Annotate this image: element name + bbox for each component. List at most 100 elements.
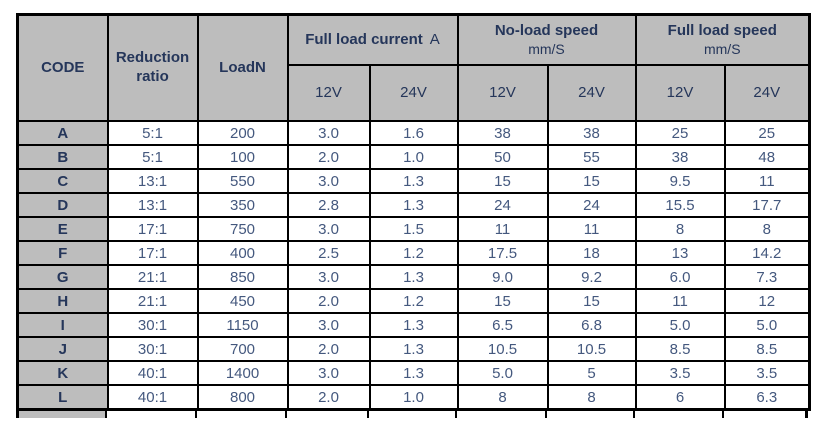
cell-fls-12v: 13 xyxy=(634,240,726,266)
cell-nls-12v: 5.0 xyxy=(456,360,549,386)
cell-load: 1400 xyxy=(196,360,289,386)
group-unit: mm/S xyxy=(703,40,741,57)
cell-flc-24v: 1.6 xyxy=(368,120,459,146)
cell-load: 850 xyxy=(196,264,289,290)
cell-flc-12v: 3.0 xyxy=(286,312,371,338)
cropped-cell xyxy=(724,411,805,418)
cropped-cell xyxy=(287,411,369,418)
cell-nls-24v: 15 xyxy=(546,288,637,314)
cell-code: K xyxy=(16,360,109,386)
cell-nls-24v: 18 xyxy=(546,240,637,266)
table-row: E 17:1 750 3.0 1.5 11 11 8 8 xyxy=(16,216,811,242)
cell-nls-24v: 11 xyxy=(546,216,637,242)
cell-load: 700 xyxy=(196,336,289,362)
group-title: Full load current xyxy=(305,30,423,48)
table-header: CODE Reduction ratio LoadN Full load cur… xyxy=(16,13,811,122)
cell-flc-12v: 3.0 xyxy=(286,264,371,290)
header-load: LoadN xyxy=(196,13,289,122)
table-row: L 40:1 800 2.0 1.0 8 8 6 6.3 xyxy=(16,384,811,411)
cropped-cell xyxy=(635,411,724,418)
cropped-cell xyxy=(19,411,107,418)
cell-flc-12v: 2.0 xyxy=(286,144,371,170)
header-group-full-load-current: Full load current A xyxy=(286,13,459,66)
cell-load: 800 xyxy=(196,384,289,411)
cell-code: B xyxy=(16,144,109,170)
cell-flc-12v: 2.5 xyxy=(286,240,371,266)
cell-code: J xyxy=(16,336,109,362)
cell-code: I xyxy=(16,312,109,338)
spec-table-container: CODE Reduction ratio LoadN Full load cur… xyxy=(16,13,812,418)
cell-reduction-ratio: 30:1 xyxy=(106,312,199,338)
header-row-voltages: 12V 24V 12V 24V 12V 24V xyxy=(18,64,811,122)
cell-code: F xyxy=(16,240,109,266)
cell-reduction-ratio: 17:1 xyxy=(106,216,199,242)
table-row: D 13:1 350 2.8 1.3 24 24 15.5 17.7 xyxy=(16,192,811,218)
cropped-cell xyxy=(369,411,457,418)
cell-nls-24v: 24 xyxy=(546,192,637,218)
cell-fls-24v: 5.0 xyxy=(723,312,811,338)
header-reduction-ratio: Reduction ratio xyxy=(106,13,199,122)
cell-flc-24v: 1.3 xyxy=(368,264,459,290)
cropped-cell xyxy=(107,411,197,418)
cell-load: 350 xyxy=(196,192,289,218)
cell-fls-12v: 11 xyxy=(634,288,726,314)
cell-nls-12v: 15 xyxy=(456,168,549,194)
cell-flc-24v: 1.3 xyxy=(368,192,459,218)
cell-reduction-ratio: 40:1 xyxy=(106,360,199,386)
cell-reduction-ratio: 5:1 xyxy=(106,144,199,170)
cell-load: 100 xyxy=(196,144,289,170)
cell-fls-24v: 14.2 xyxy=(723,240,811,266)
cell-load: 550 xyxy=(196,168,289,194)
cell-nls-12v: 15 xyxy=(456,288,549,314)
cell-fls-24v: 8 xyxy=(723,216,811,242)
cell-fls-24v: 12 xyxy=(723,288,811,314)
table-row: A 5:1 200 3.0 1.6 38 38 25 25 xyxy=(16,120,811,146)
cell-flc-24v: 1.0 xyxy=(368,384,459,411)
cell-fls-12v: 8 xyxy=(634,216,726,242)
cell-fls-24v: 17.7 xyxy=(723,192,811,218)
group-title: No-load speed xyxy=(494,21,599,39)
cell-fls-12v: 5.0 xyxy=(634,312,726,338)
cell-reduction-ratio: 21:1 xyxy=(106,288,199,314)
cell-nls-12v: 10.5 xyxy=(456,336,549,362)
cell-nls-24v: 6.8 xyxy=(546,312,637,338)
cell-flc-24v: 1.3 xyxy=(368,312,459,338)
header-flc-24v: 24V xyxy=(368,64,459,122)
cell-fls-24v: 25 xyxy=(723,120,811,146)
cell-flc-12v: 3.0 xyxy=(286,360,371,386)
cell-flc-24v: 1.3 xyxy=(368,168,459,194)
cell-reduction-ratio: 21:1 xyxy=(106,264,199,290)
cell-nls-12v: 38 xyxy=(456,120,549,146)
cell-flc-12v: 3.0 xyxy=(286,120,371,146)
cell-nls-12v: 9.0 xyxy=(456,264,549,290)
cell-code: L xyxy=(16,384,109,411)
cell-code: H xyxy=(16,288,109,314)
cell-nls-24v: 55 xyxy=(546,144,637,170)
header-fls-12v: 12V xyxy=(634,64,726,122)
table-row: K 40:1 1400 3.0 1.3 5.0 5 3.5 3.5 xyxy=(16,360,811,386)
cell-fls-24v: 8.5 xyxy=(723,336,811,362)
group-title: Full load speed xyxy=(667,21,777,39)
cell-code: A xyxy=(16,120,109,146)
cell-flc-12v: 2.0 xyxy=(286,384,371,411)
cell-flc-12v: 2.0 xyxy=(286,336,371,362)
cell-fls-24v: 3.5 xyxy=(723,360,811,386)
group-unit: mm/S xyxy=(528,40,565,57)
cell-flc-24v: 1.5 xyxy=(368,216,459,242)
cell-nls-24v: 15 xyxy=(546,168,637,194)
cell-code: G xyxy=(16,264,109,290)
cell-load: 200 xyxy=(196,120,289,146)
cropped-cell xyxy=(547,411,635,418)
table-row: G 21:1 850 3.0 1.3 9.0 9.2 6.0 7.3 xyxy=(16,264,811,290)
header-group-full-load-speed: Full load speed mm/S xyxy=(634,13,811,66)
table-row: J 30:1 700 2.0 1.3 10.5 10.5 8.5 8.5 xyxy=(16,336,811,362)
cell-flc-12v: 2.0 xyxy=(286,288,371,314)
cell-load: 1150 xyxy=(196,312,289,338)
cell-reduction-ratio: 13:1 xyxy=(106,168,199,194)
cell-flc-12v: 3.0 xyxy=(286,216,371,242)
cell-flc-24v: 1.0 xyxy=(368,144,459,170)
cell-code: E xyxy=(16,216,109,242)
header-nls-12v: 12V xyxy=(456,64,549,122)
cell-flc-24v: 1.2 xyxy=(368,288,459,314)
header-fls-24v: 24V xyxy=(723,64,811,122)
